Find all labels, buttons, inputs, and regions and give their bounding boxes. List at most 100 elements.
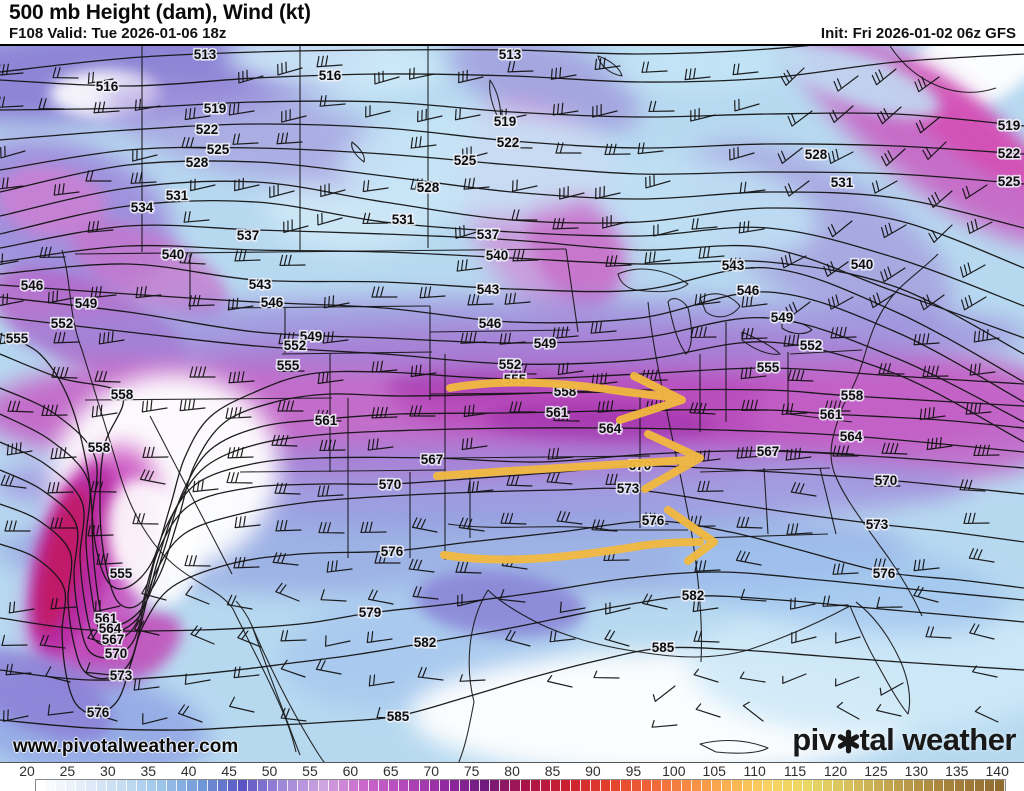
colorbar-cell (621, 780, 632, 791)
colorbar-cell (702, 780, 713, 791)
colorbar-cell (369, 780, 380, 791)
svg-text:513: 513 (499, 47, 522, 62)
svg-text:543: 543 (722, 258, 745, 273)
colorbar-tick: 45 (221, 763, 237, 779)
colorbar-cell (278, 780, 289, 791)
colorbar-cell (116, 780, 127, 791)
svg-text:573: 573 (617, 481, 640, 496)
svg-text:528: 528 (417, 180, 440, 195)
colorbar-cell (227, 780, 238, 791)
colorbar-tick: 30 (100, 763, 116, 779)
colorbar-cell (762, 780, 773, 791)
colorbar-cell (752, 780, 763, 791)
colorbar-cell (480, 780, 491, 791)
colorbar-cell (530, 780, 541, 791)
svg-text:576: 576 (87, 705, 110, 720)
colorbar-cell (288, 780, 299, 791)
svg-text:579: 579 (359, 605, 382, 620)
colorbar-cell (147, 780, 158, 791)
svg-text:537: 537 (477, 227, 500, 242)
svg-text:561: 561 (315, 413, 338, 428)
colorbar-cell (712, 780, 723, 791)
watermark-url: www.pivotalweather.com (13, 736, 239, 757)
colorbar-cell (793, 780, 804, 791)
colorbar-cell (914, 780, 925, 791)
svg-text:564: 564 (99, 621, 122, 636)
colorbar-cell (732, 780, 743, 791)
svg-text:528: 528 (186, 155, 209, 170)
colorbar-cell (833, 780, 844, 791)
page-title: 500 mb Height (dam), Wind (kt) (9, 1, 311, 24)
colorbar-cell (934, 780, 945, 791)
colorbar-cell (772, 780, 783, 791)
svg-text:516: 516 (319, 68, 342, 83)
svg-text:525: 525 (454, 153, 477, 168)
pinwheel-star-icon (837, 729, 859, 754)
colorbar-cell (197, 780, 208, 791)
colorbar-cell (722, 780, 733, 791)
colorbar-cell (570, 780, 582, 791)
svg-text:531: 531 (166, 188, 189, 203)
colorbar-cell (36, 780, 47, 791)
colorbar-cell (157, 780, 168, 791)
svg-text:552: 552 (499, 357, 522, 372)
svg-text:576: 576 (381, 544, 404, 559)
colorbar-tick: 75 (463, 763, 480, 779)
svg-text:549: 549 (534, 336, 557, 351)
colorbar-cell (742, 780, 753, 791)
colorbar-cell (439, 780, 450, 791)
colorbar-cell (106, 780, 117, 791)
colorbar-cell (661, 780, 672, 791)
pivotal-weather-logo: piv tal weather (792, 722, 1016, 758)
svg-text:555: 555 (757, 360, 780, 375)
svg-text:561: 561 (546, 405, 569, 420)
colorbar-cell (419, 780, 430, 791)
colorbar-cell (964, 780, 975, 791)
colorbar-tick: 70 (423, 763, 440, 779)
colorbar-cell (328, 780, 339, 791)
colorbar-cell (581, 780, 592, 791)
colorbar-cell (258, 780, 269, 791)
colorbar-cell (86, 780, 97, 791)
svg-text:570: 570 (379, 477, 402, 492)
svg-text:561: 561 (95, 611, 118, 626)
colorbar-cell (177, 780, 188, 791)
svg-text:555: 555 (110, 566, 133, 581)
colorbar-tick: 60 (342, 763, 359, 779)
logo-text-right: tal weather (859, 722, 1017, 757)
colorbar-tick: 95 (625, 763, 642, 779)
colorbar-cell (782, 780, 794, 791)
colorbar-cell (550, 780, 561, 791)
colorbar-cell (308, 780, 319, 791)
valid-time-label: F108 Valid: Tue 2026-01-06 18z (9, 25, 227, 42)
colorbar-cell (470, 780, 481, 791)
svg-text:519: 519 (998, 118, 1021, 133)
svg-text:582: 582 (682, 588, 705, 603)
colorbar-cell (692, 780, 703, 791)
map-canvas: 513 513 516 516 519 519 519 522 522 522 525 525 525 5… (0, 44, 1024, 762)
colorbar-cell (429, 780, 440, 791)
colorbar-cell (924, 780, 935, 791)
svg-text:546: 546 (479, 316, 502, 331)
colorbar-cell (490, 780, 501, 791)
colorbar-cell (500, 780, 511, 791)
colorbar-cell (853, 780, 864, 791)
svg-text:558: 558 (841, 388, 864, 403)
svg-text:564: 564 (840, 429, 863, 444)
svg-text:540: 540 (851, 257, 874, 272)
colorbar-cell (591, 780, 602, 791)
colorbar-cell (338, 780, 349, 791)
svg-text:570: 570 (875, 473, 898, 488)
wind-speed-colorbar: 20 25 30 35 40 45 50 55 60 65 70 75 80 85 90 95 100 105 11… (0, 762, 1024, 791)
colorbar-tick: 35 (140, 763, 157, 779)
colorbar-cell (873, 780, 884, 791)
colorbar-cell (247, 780, 259, 791)
colorbar-cell (510, 780, 521, 791)
colorbar-tick: 115 (783, 763, 807, 779)
svg-text:549: 549 (771, 310, 794, 325)
colorbar-cells (35, 779, 1006, 791)
colorbar-cell (843, 780, 854, 791)
colorbar-cell (813, 780, 824, 791)
